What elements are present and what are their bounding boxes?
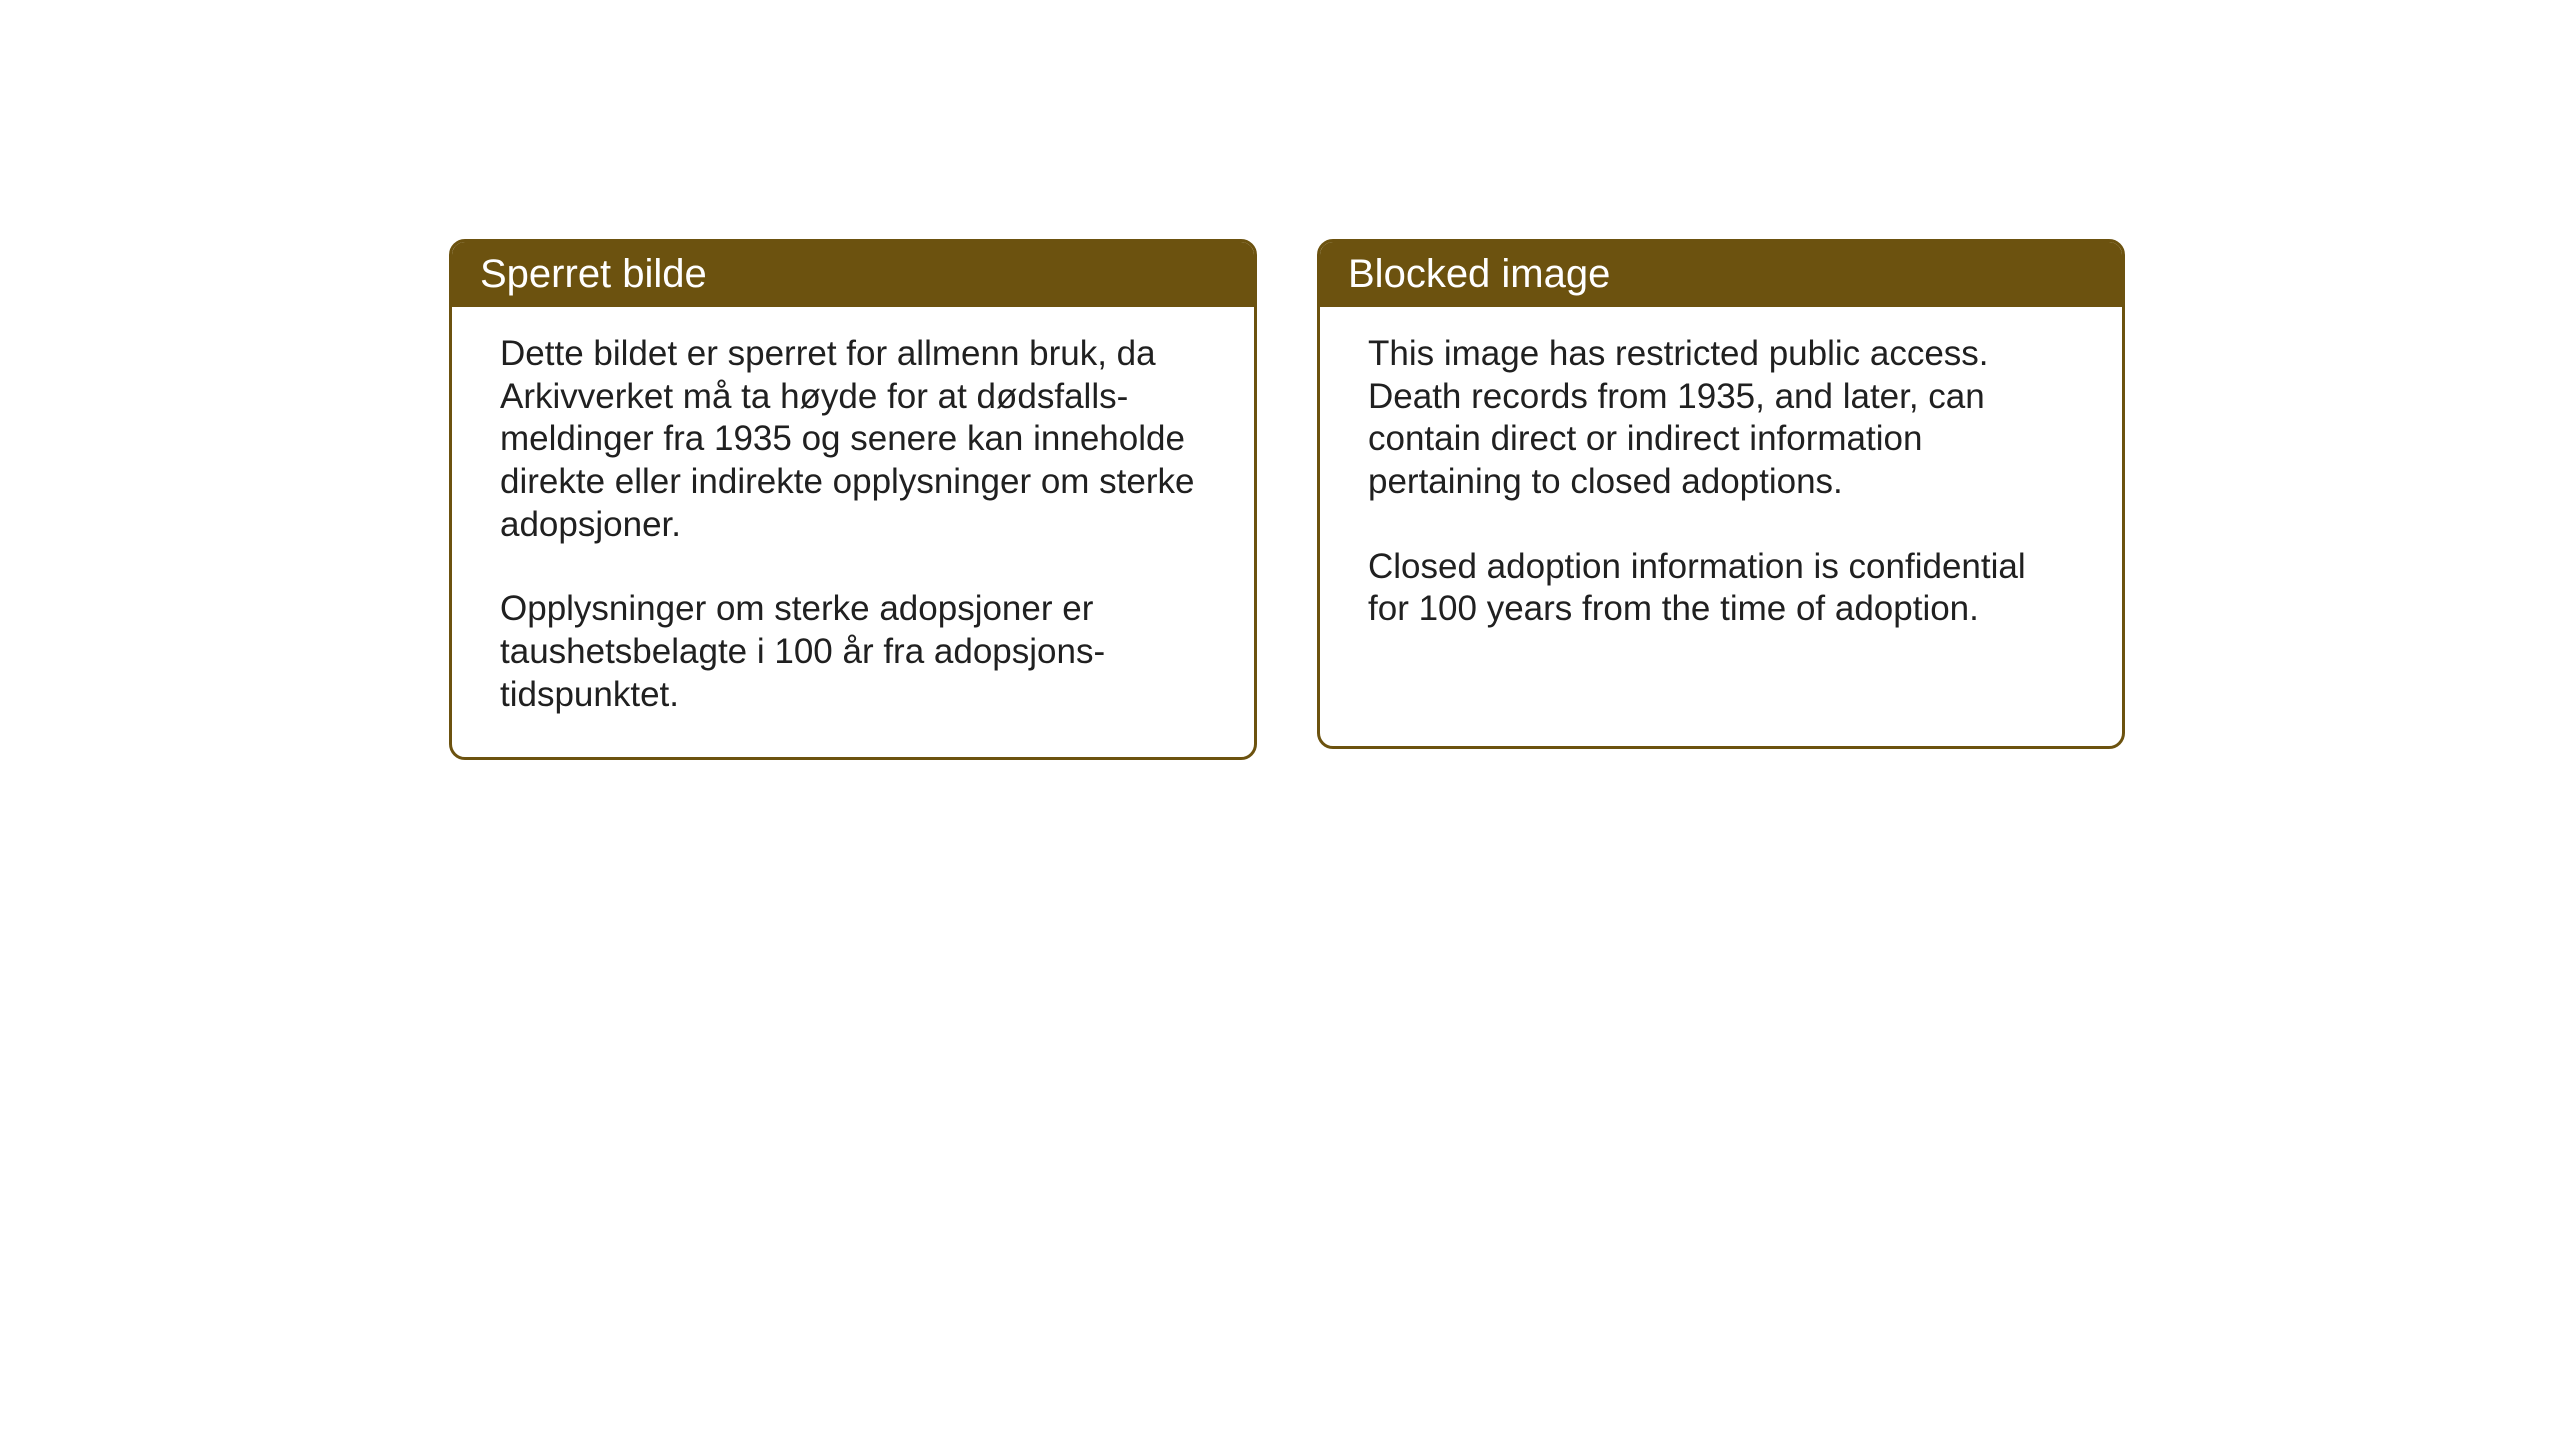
norwegian-card-body: Dette bildet er sperret for allmenn bruk… <box>452 307 1254 757</box>
english-card-header: Blocked image <box>1320 242 2122 307</box>
english-paragraph-1: This image has restricted public access.… <box>1368 333 2074 504</box>
norwegian-paragraph-1: Dette bildet er sperret for allmenn bruk… <box>500 333 1206 546</box>
norwegian-card-title: Sperret bilde <box>480 252 707 296</box>
english-paragraph-2: Closed adoption information is confident… <box>1368 546 2074 631</box>
norwegian-paragraph-2: Opplysninger om sterke adopsjoner er tau… <box>500 588 1206 716</box>
english-notice-card: Blocked image This image has restricted … <box>1317 239 2125 749</box>
english-card-body: This image has restricted public access.… <box>1320 307 2122 671</box>
english-card-title: Blocked image <box>1348 252 1610 296</box>
notice-container: Sperret bilde Dette bildet er sperret fo… <box>449 239 2125 760</box>
norwegian-notice-card: Sperret bilde Dette bildet er sperret fo… <box>449 239 1257 760</box>
norwegian-card-header: Sperret bilde <box>452 242 1254 307</box>
